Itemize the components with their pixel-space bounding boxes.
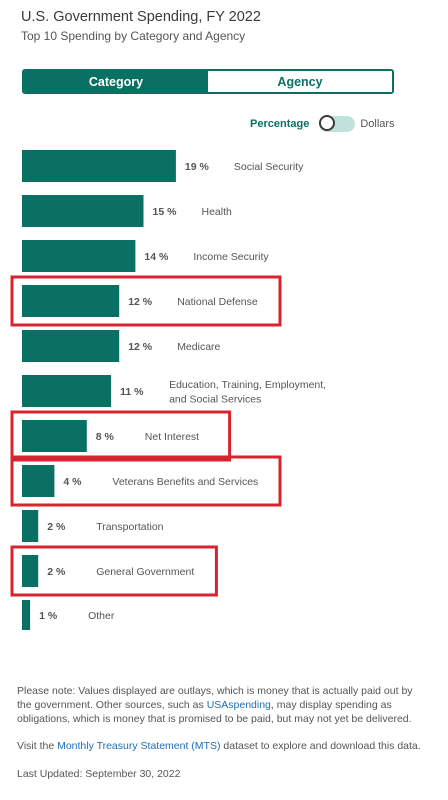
- category-label: General Government: [96, 566, 194, 578]
- bar-education-training-employment-and-social-services[interactable]: [22, 375, 112, 407]
- chart-title: U.S. Government Spending, FY 2022: [21, 9, 261, 25]
- visit-text-1: Visit the: [17, 740, 58, 752]
- highlight-box: [10, 275, 282, 327]
- bar-transportation[interactable]: [22, 510, 39, 542]
- highlight-box: [10, 455, 282, 507]
- value-label: 14 %: [144, 251, 169, 263]
- value-label: 4 %: [63, 476, 82, 488]
- note-text-1: Please note: Values displayed are outlay…: [17, 685, 413, 711]
- bar-health[interactable]: [22, 195, 144, 227]
- highlight-box: [10, 545, 218, 597]
- category-label: Health: [202, 206, 233, 218]
- visit-text-2: dataset to explore and download this dat…: [220, 740, 421, 752]
- bar-national-defense[interactable]: [22, 285, 120, 317]
- value-label: 1 %: [39, 610, 58, 622]
- value-label: 2 %: [47, 566, 66, 578]
- value-label: 8 %: [96, 431, 115, 443]
- value-label: 12 %: [128, 341, 153, 353]
- value-label: 19 %: [185, 161, 210, 173]
- toggle-knob: [319, 115, 336, 131]
- category-label: Income Security: [193, 251, 269, 263]
- visit-note: Visit the Monthly Treasury Statement (MT…: [17, 739, 427, 753]
- highlight-box: [10, 410, 232, 462]
- last-updated: Last Updated: September 30, 2022: [17, 768, 181, 780]
- bar-general-government[interactable]: [22, 555, 39, 587]
- category-label: Education, Training, Employment,: [169, 379, 326, 391]
- value-label: 15 %: [153, 206, 178, 218]
- chart-subtitle: Top 10 Spending by Category and Agency: [21, 29, 246, 43]
- bar-social-security[interactable]: [22, 150, 176, 182]
- dollars-label: Dollars: [360, 118, 395, 130]
- unit-toggle-switch[interactable]: [319, 115, 356, 132]
- mts-link[interactable]: Monthly Treasury Statement (MTS): [57, 740, 221, 752]
- category-label: Medicare: [177, 341, 220, 353]
- bar-medicare[interactable]: [22, 330, 120, 362]
- category-label: Other: [88, 610, 115, 622]
- value-label: 2 %: [47, 521, 66, 533]
- bar-other[interactable]: [22, 600, 31, 630]
- bar-net-interest[interactable]: [22, 420, 87, 452]
- category-label: and Social Services: [169, 393, 261, 405]
- unit-switch: Percentage Dollars: [250, 115, 395, 132]
- usaspending-link[interactable]: USAspending: [206, 699, 271, 711]
- category-label: Veterans Benefits and Services: [112, 476, 258, 488]
- percentage-label: Percentage: [250, 118, 310, 130]
- view-toggle: Category Agency: [22, 69, 394, 94]
- value-label: 12 %: [128, 296, 153, 308]
- category-label: Net Interest: [145, 431, 199, 443]
- note-text-2: , may display spending as obligations, w…: [17, 699, 412, 725]
- category-label: Social Security: [234, 161, 304, 173]
- tab-category[interactable]: Category: [24, 71, 208, 92]
- category-label: Transportation: [96, 521, 163, 533]
- value-label: 11 %: [120, 386, 144, 398]
- tab-agency[interactable]: Agency: [208, 71, 392, 92]
- bar-veterans-benefits-and-services[interactable]: [22, 465, 55, 497]
- outlays-note: Please note: Values displayed are outlay…: [17, 684, 427, 726]
- category-label: National Defense: [177, 296, 258, 308]
- bar-income-security[interactable]: [22, 240, 136, 272]
